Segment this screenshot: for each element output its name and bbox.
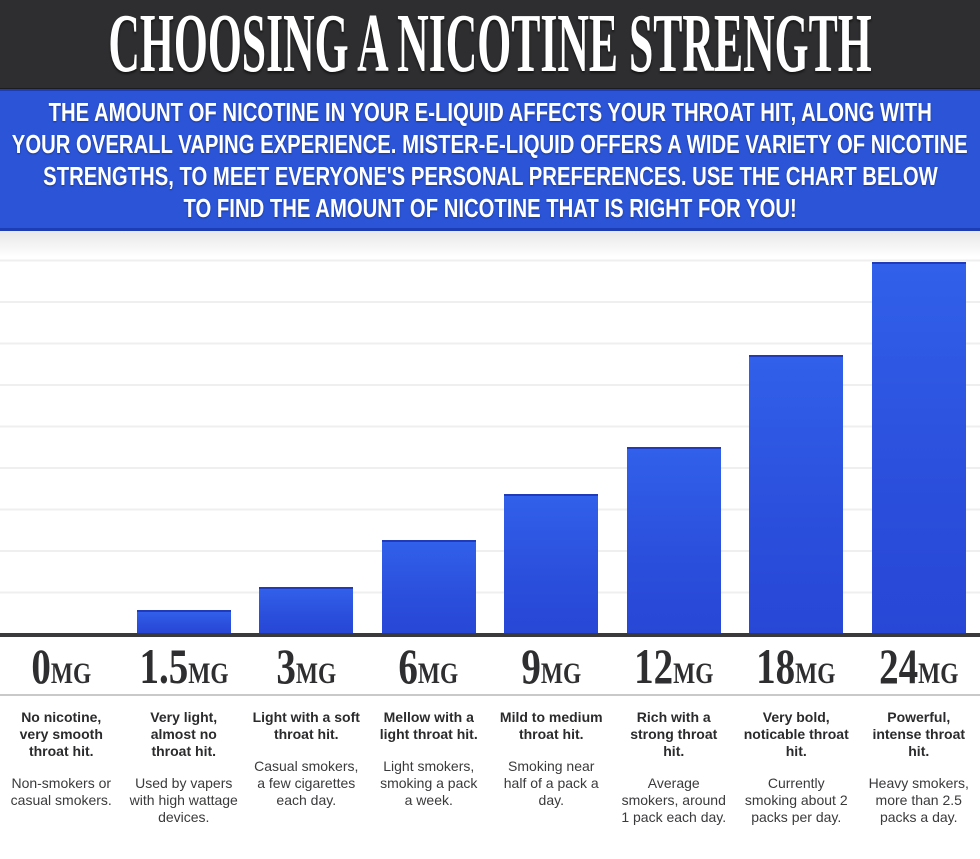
throat-hit-text: Light with a soft throat hit.: [252, 709, 360, 742]
banner-line: YOUR OVERALL VAPING EXPERIENCE. MISTER-E…: [12, 128, 968, 159]
tick-value: 1.5: [139, 637, 188, 694]
desc-column-18mg: Very bold, noticable throat hit. Current…: [735, 709, 858, 859]
bar-slot-18mg: [735, 231, 858, 633]
tick-value: 9: [521, 637, 541, 694]
smoker-type-text: Average smokers, around 1 pack each day.: [621, 775, 727, 825]
throat-hit-text: No nicotine, very smooth throat hit.: [19, 709, 103, 759]
axis-tick-3mg: 3MG: [245, 637, 368, 694]
tick-unit: MG: [795, 656, 836, 690]
tick-value: 24: [879, 637, 919, 694]
tick-unit: MG: [418, 656, 459, 690]
bar-slot-24mg: [858, 231, 980, 633]
bar-18mg: [749, 355, 844, 633]
strength-descriptions: No nicotine, very smooth throat hit. Non…: [0, 696, 980, 859]
axis-tick-6mg: 6MG: [368, 637, 491, 694]
smoker-type-text: Casual smokers, a few cigarettes each da…: [254, 758, 359, 808]
smoker-type-text: Used by vapers with high wattage devices…: [129, 775, 238, 825]
axis-tick-24mg: 24MG: [858, 637, 980, 694]
axis-tick-18mg: 18MG: [735, 637, 858, 694]
tick-value: 18: [756, 637, 796, 694]
smoker-type-text: Currently smoking about 2 packs per day.: [744, 775, 848, 825]
x-axis-labels: 0MG 1.5MG 3MG 6MG 9MG 12MG 18MG 24MG: [0, 633, 980, 696]
desc-column-24mg: Powerful, intense throat hit. Heavy smok…: [858, 709, 980, 859]
smoker-type-text: Smoking near half of a pack a day.: [503, 758, 599, 808]
tick-unit: MG: [540, 656, 582, 690]
desc-column-1-5mg: Very light, almost no throat hit. Used b…: [123, 709, 246, 859]
banner-line: TO FIND THE AMOUNT OF NICOTINE THAT IS R…: [183, 192, 797, 223]
bar-6mg: [381, 540, 476, 633]
tick-unit: MG: [918, 656, 959, 690]
tick-value: 12: [634, 637, 674, 694]
tick-value: 0: [31, 637, 51, 694]
throat-hit-text: Rich with a strong throat hit.: [630, 709, 718, 759]
axis-tick-12mg: 12MG: [613, 637, 736, 694]
tick-unit: MG: [295, 656, 337, 690]
throat-hit-text: Very light, almost no throat hit.: [150, 709, 218, 759]
banner-line: THE AMOUNT OF NICOTINE IN YOUR E-LIQUID …: [48, 96, 932, 127]
throat-hit-text: Mild to medium throat hit.: [499, 709, 603, 742]
axis-tick-9mg: 9MG: [490, 637, 613, 694]
banner-line: STRENGTHS, TO MEET EVERYONE'S PERSONAL P…: [42, 160, 938, 191]
bar-12mg: [626, 447, 721, 633]
bar-24mg: [871, 262, 966, 633]
header-bar: CHOOSING A NICOTINE STRENGTH: [0, 0, 980, 89]
tick-unit: MG: [50, 656, 92, 690]
tick-unit: MG: [673, 656, 714, 690]
bar-slot-1-5mg: [123, 231, 246, 633]
smoker-type-text: Light smokers, smoking a pack a week.: [380, 758, 478, 808]
smoker-type-text: Heavy smokers, more than 2.5 packs a day…: [868, 775, 969, 825]
bar-slot-6mg: [368, 231, 491, 633]
bar-slot-0mg: [0, 231, 123, 633]
throat-hit-text: Powerful, intense throat hit.: [872, 709, 966, 759]
desc-column-0mg: No nicotine, very smooth throat hit. Non…: [0, 709, 123, 859]
nicotine-bar-chart: [0, 231, 980, 633]
smoker-type-text: Non-smokers or casual smokers.: [10, 775, 112, 808]
desc-column-6mg: Mellow with a light throat hit. Light sm…: [368, 709, 491, 859]
tick-value: 6: [398, 637, 419, 694]
tick-value: 3: [276, 637, 296, 694]
desc-column-9mg: Mild to medium throat hit. Smoking near …: [490, 709, 613, 859]
desc-column-3mg: Light with a soft throat hit. Casual smo…: [245, 709, 368, 859]
page-title: CHOOSING A NICOTINE STRENGTH: [108, 0, 872, 90]
bar-slot-12mg: [613, 231, 736, 633]
bar-slot-9mg: [490, 231, 613, 633]
bar-series: [0, 231, 980, 633]
axis-tick-0mg: 0MG: [0, 637, 123, 694]
intro-banner: THE AMOUNT OF NICOTINE IN YOUR E-LIQUID …: [0, 89, 980, 231]
throat-hit-text: Very bold, noticable throat hit.: [743, 709, 849, 759]
throat-hit-text: Mellow with a light throat hit.: [379, 709, 478, 742]
bar-slot-3mg: [245, 231, 368, 633]
bar-1-5mg: [136, 610, 231, 633]
tick-unit: MG: [187, 656, 229, 690]
axis-tick-1-5mg: 1.5MG: [123, 637, 246, 694]
desc-column-12mg: Rich with a strong throat hit. Average s…: [613, 709, 736, 859]
bar-9mg: [504, 494, 599, 633]
bar-3mg: [259, 587, 354, 633]
